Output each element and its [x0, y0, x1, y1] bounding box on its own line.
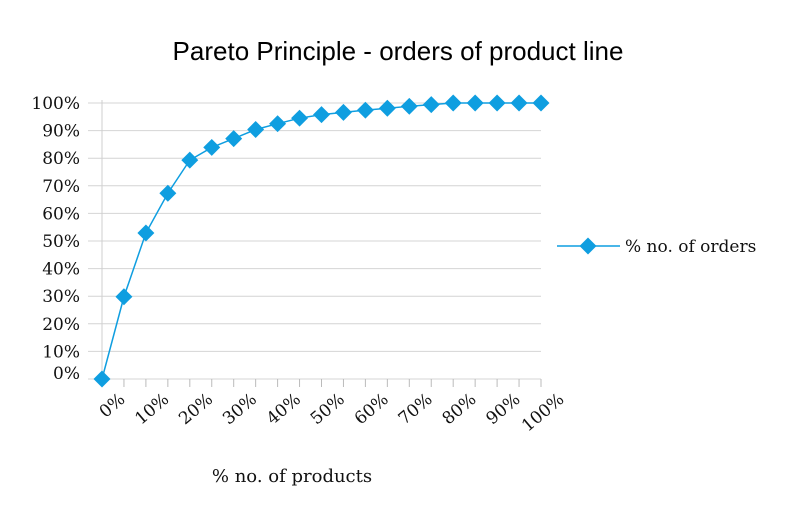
y-tick-label: 20% — [42, 315, 80, 335]
y-tick-label: 70% — [42, 177, 80, 197]
y-tick-label: 0% — [53, 364, 80, 384]
x-tick-label: 0% — [96, 390, 130, 423]
y-tick-label: 80% — [42, 149, 80, 169]
x-axis-title: % no. of products — [212, 466, 372, 487]
data-point — [334, 103, 352, 121]
x-tick-label: 80% — [439, 390, 481, 430]
data-point — [510, 94, 528, 112]
y-tick-label: 50% — [42, 232, 80, 252]
x-tick-label: 70% — [395, 390, 437, 430]
y-tick-label: 60% — [42, 204, 80, 224]
data-point — [378, 99, 396, 117]
data-point — [291, 109, 309, 127]
x-tick-label: 20% — [175, 390, 217, 430]
data-point — [115, 288, 133, 306]
data-point — [269, 115, 287, 133]
data-point — [93, 370, 111, 388]
data-point — [466, 94, 484, 112]
x-tick-label: 90% — [483, 390, 525, 430]
series-orders — [93, 94, 550, 388]
data-point — [422, 96, 440, 114]
x-tick-label: 30% — [219, 390, 261, 430]
data-point — [203, 138, 221, 156]
data-point — [181, 151, 199, 169]
legend: % no. of orders — [557, 237, 756, 257]
y-tick-label: 30% — [42, 287, 80, 307]
y-tick-label: 10% — [42, 342, 80, 362]
chart-title: Pareto Principle - orders of product lin… — [173, 36, 624, 66]
y-tick-label: 90% — [42, 122, 80, 142]
data-point — [225, 130, 243, 148]
data-point — [532, 94, 550, 112]
y-tick-label: 40% — [42, 260, 80, 280]
y-axis-ticks: 0%10% 20% 30% 40% 50% 60% 70% 80% 90% 100% — [31, 94, 80, 384]
data-point — [247, 121, 265, 138]
x-tick-label: 50% — [307, 390, 349, 430]
x-tick-label: 10% — [131, 390, 173, 430]
gridlines — [88, 102, 541, 380]
data-point — [159, 184, 177, 202]
x-axis-ticks: 0% 10% 20% 30% 40% 50% 60% 70% 80% 90%100% — [96, 379, 568, 437]
legend-diamond-icon — [579, 237, 597, 255]
data-point — [313, 106, 330, 124]
data-point — [488, 94, 506, 112]
data-point — [137, 224, 155, 242]
data-point — [444, 94, 462, 112]
data-point — [356, 101, 374, 119]
x-tick-label: 40% — [263, 390, 305, 430]
x-tick-label: 60% — [351, 390, 393, 430]
data-point — [400, 97, 418, 115]
legend-label: % no. of orders — [625, 237, 756, 257]
x-tick-label: 100% — [518, 390, 568, 437]
y-tick-label: 100% — [31, 94, 80, 114]
